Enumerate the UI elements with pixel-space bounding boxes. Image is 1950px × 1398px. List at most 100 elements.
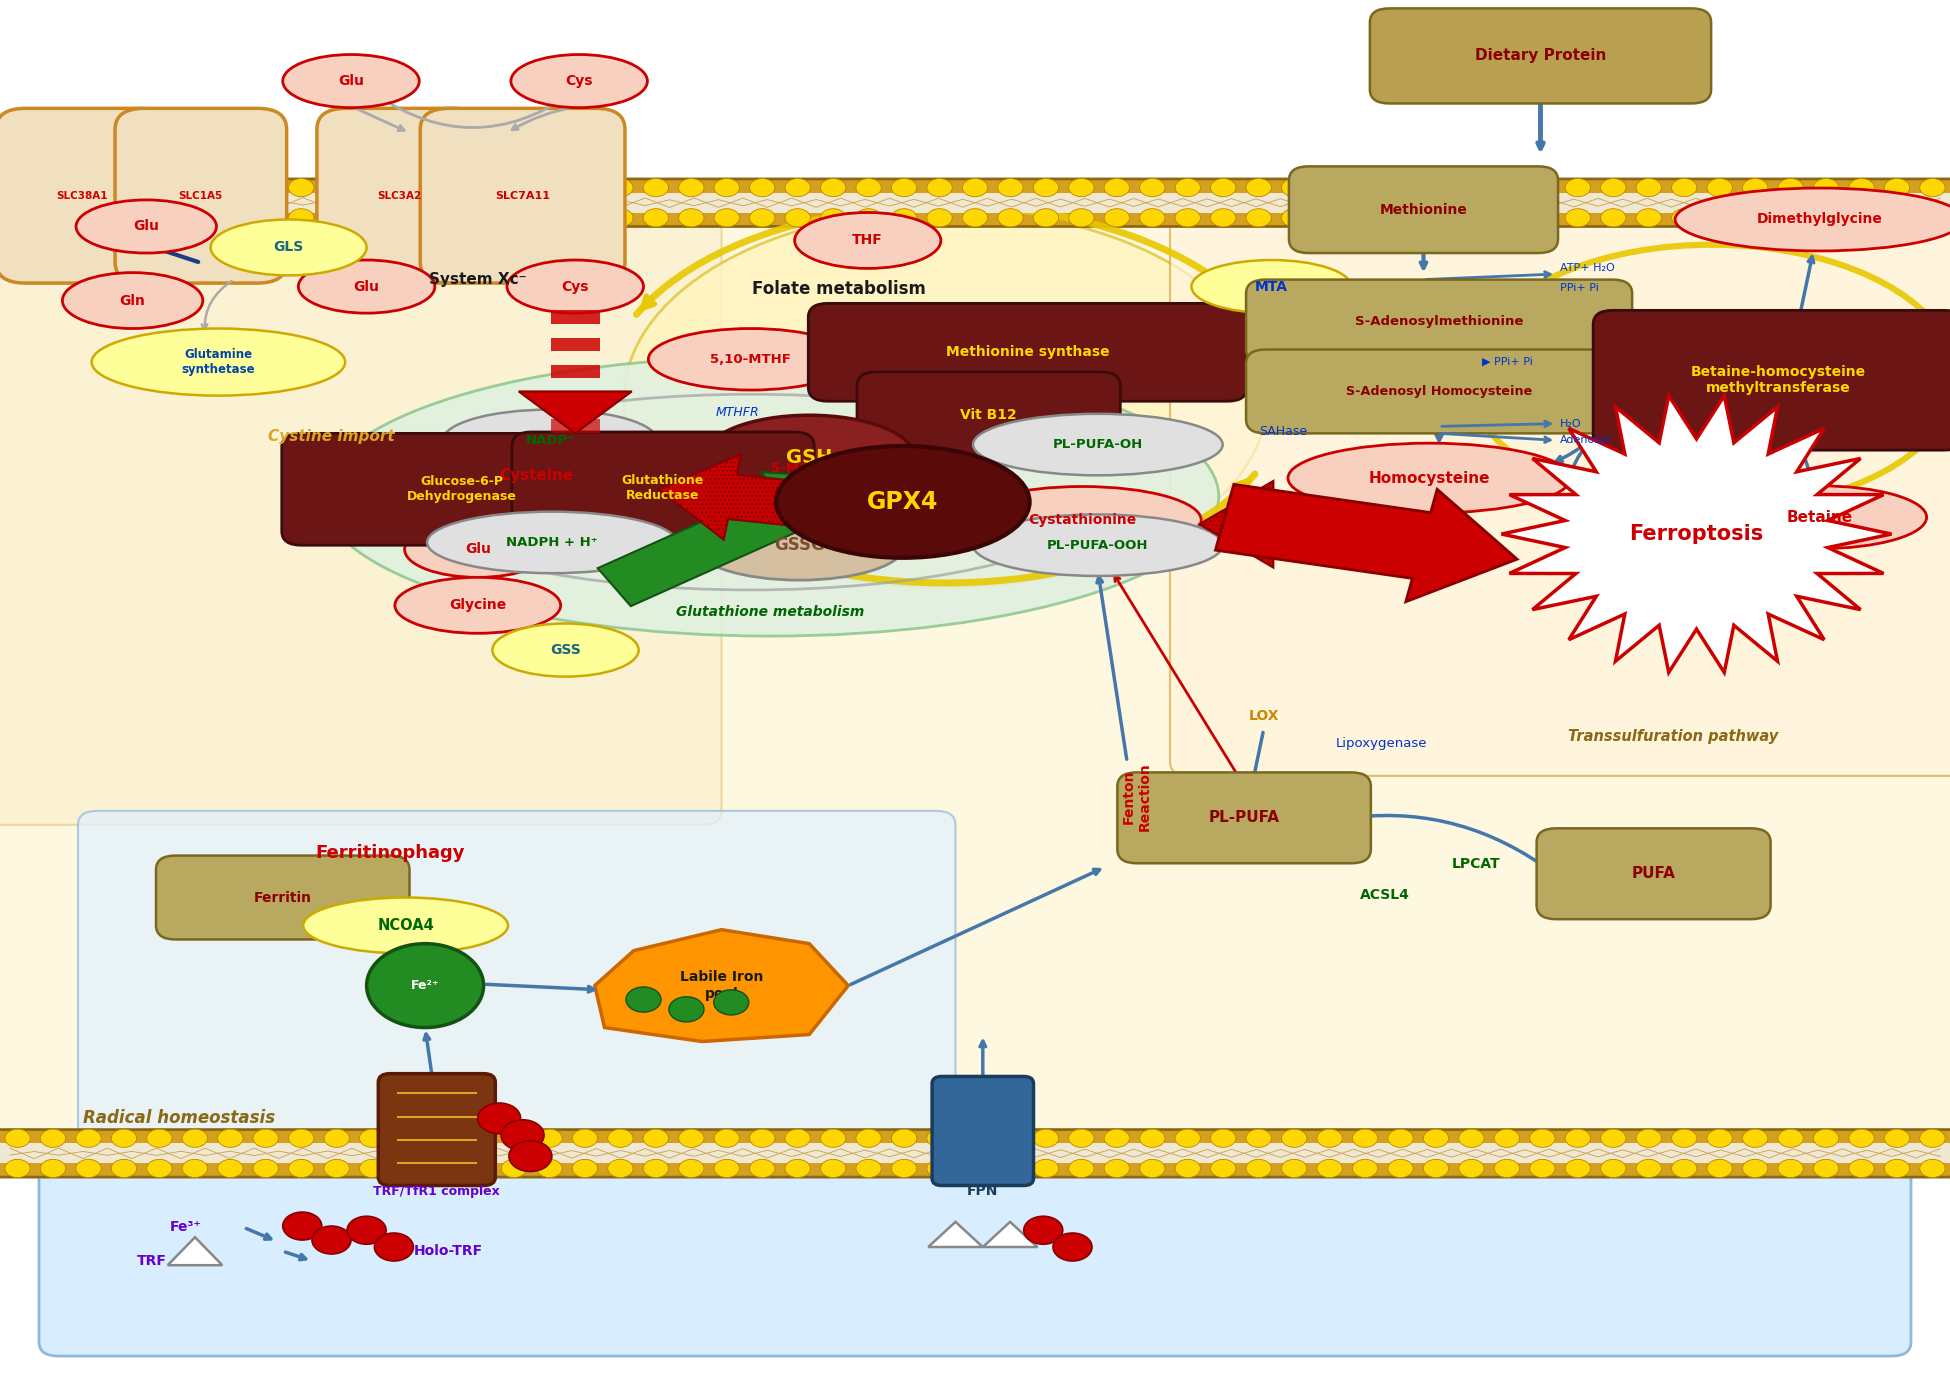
FancyBboxPatch shape	[0, 193, 1950, 212]
Circle shape	[324, 208, 349, 226]
Circle shape	[181, 1130, 207, 1148]
Circle shape	[786, 1159, 811, 1177]
Text: Holo-TRF: Holo-TRF	[413, 1244, 484, 1258]
Circle shape	[961, 1159, 987, 1177]
Circle shape	[396, 179, 421, 197]
FancyArrow shape	[1199, 481, 1291, 568]
Circle shape	[998, 179, 1024, 197]
Circle shape	[396, 1159, 421, 1177]
Circle shape	[644, 208, 669, 226]
FancyBboxPatch shape	[511, 432, 815, 544]
Text: CBS: CBS	[1303, 524, 1334, 538]
Circle shape	[289, 208, 314, 226]
Ellipse shape	[491, 624, 640, 677]
Circle shape	[41, 208, 66, 226]
Ellipse shape	[776, 446, 1030, 558]
Text: MTA: MTA	[1256, 280, 1287, 294]
Circle shape	[926, 1159, 952, 1177]
Circle shape	[1849, 1130, 1874, 1148]
Circle shape	[1849, 1159, 1874, 1177]
Text: Glutamine
synthetase: Glutamine synthetase	[181, 348, 255, 376]
FancyArrow shape	[550, 419, 601, 433]
Ellipse shape	[694, 510, 905, 580]
Circle shape	[1494, 1159, 1519, 1177]
Circle shape	[1281, 1130, 1306, 1148]
FancyArrow shape	[599, 473, 858, 607]
Circle shape	[431, 179, 456, 197]
Ellipse shape	[298, 260, 435, 313]
Text: THF: THF	[852, 233, 883, 247]
Circle shape	[1884, 208, 1909, 226]
Circle shape	[218, 208, 244, 226]
Circle shape	[608, 179, 634, 197]
Circle shape	[856, 208, 881, 226]
Circle shape	[749, 208, 774, 226]
Circle shape	[41, 1130, 66, 1148]
Circle shape	[359, 1130, 384, 1148]
Circle shape	[41, 1159, 66, 1177]
Text: Cystathionine: Cystathionine	[1028, 513, 1137, 527]
Text: Betaine: Betaine	[1786, 510, 1852, 524]
Circle shape	[856, 1130, 881, 1148]
Circle shape	[1211, 179, 1236, 197]
Ellipse shape	[76, 200, 216, 253]
Polygon shape	[983, 1222, 1037, 1247]
Text: Methionine: Methionine	[1379, 203, 1468, 217]
FancyArrow shape	[1215, 484, 1517, 601]
Circle shape	[786, 208, 811, 226]
Polygon shape	[928, 1222, 983, 1247]
Circle shape	[1316, 208, 1342, 226]
Circle shape	[571, 208, 597, 226]
Circle shape	[254, 1130, 279, 1148]
Circle shape	[856, 1159, 881, 1177]
Circle shape	[501, 1159, 526, 1177]
Text: Cys: Cys	[566, 74, 593, 88]
FancyBboxPatch shape	[1117, 772, 1371, 864]
Circle shape	[1671, 179, 1696, 197]
Text: LPCAT: LPCAT	[1453, 857, 1500, 871]
Circle shape	[1459, 1159, 1484, 1177]
Ellipse shape	[712, 440, 887, 496]
FancyArrow shape	[550, 337, 601, 351]
Circle shape	[1671, 1159, 1696, 1177]
Circle shape	[218, 179, 244, 197]
Circle shape	[359, 1159, 384, 1177]
Circle shape	[181, 208, 207, 226]
Text: Dietary Protein: Dietary Protein	[1474, 49, 1607, 63]
Circle shape	[1459, 1130, 1484, 1148]
Circle shape	[1601, 208, 1626, 226]
Ellipse shape	[704, 415, 915, 499]
FancyBboxPatch shape	[1246, 280, 1632, 363]
Circle shape	[1246, 1159, 1271, 1177]
Circle shape	[501, 1130, 526, 1148]
Circle shape	[856, 179, 881, 197]
Circle shape	[626, 987, 661, 1012]
Text: Cys: Cys	[562, 280, 589, 294]
Text: SLC1A5: SLC1A5	[179, 190, 222, 201]
Text: MTHFR: MTHFR	[716, 405, 759, 419]
Text: Ferritin: Ferritin	[254, 891, 312, 905]
Text: ACSL4: ACSL4	[1359, 888, 1410, 902]
Ellipse shape	[419, 440, 653, 510]
Ellipse shape	[507, 260, 644, 313]
Circle shape	[1281, 1159, 1306, 1177]
Circle shape	[536, 1130, 562, 1148]
FancyArrow shape	[550, 310, 601, 324]
Text: FPN: FPN	[967, 1184, 998, 1198]
Circle shape	[749, 1159, 774, 1177]
FancyBboxPatch shape	[858, 372, 1119, 459]
FancyBboxPatch shape	[1246, 350, 1632, 433]
Text: Glu: Glu	[337, 74, 365, 88]
FancyBboxPatch shape	[932, 1076, 1034, 1186]
Text: Dimethylglycine: Dimethylglycine	[1757, 212, 1882, 226]
Circle shape	[1566, 179, 1591, 197]
Circle shape	[891, 1130, 916, 1148]
Circle shape	[466, 208, 491, 226]
Circle shape	[181, 1159, 207, 1177]
Circle shape	[41, 179, 66, 197]
Ellipse shape	[92, 329, 345, 396]
Circle shape	[1176, 179, 1201, 197]
Circle shape	[1281, 179, 1306, 197]
Circle shape	[891, 208, 916, 226]
Circle shape	[1494, 1130, 1519, 1148]
